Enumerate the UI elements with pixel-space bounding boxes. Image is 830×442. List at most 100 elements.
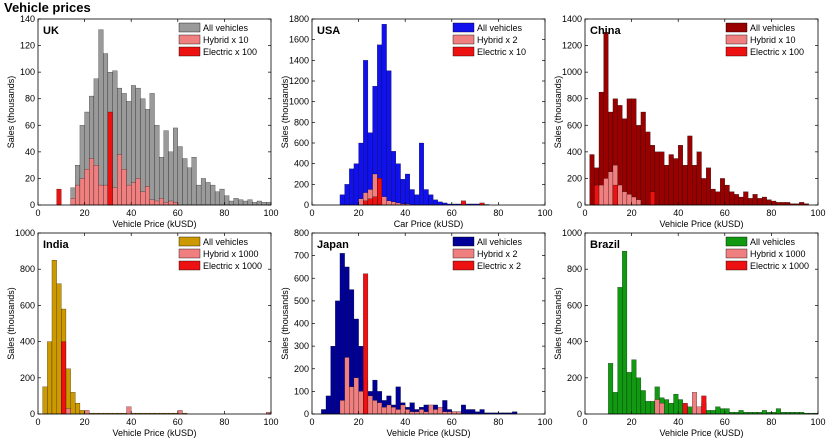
bar-all-vehicles — [720, 408, 725, 415]
bar-all-vehicles — [79, 410, 85, 415]
bar-all-vehicles — [747, 198, 753, 206]
bar-all-vehicles — [682, 165, 688, 206]
y-tick-label: 200 — [567, 173, 582, 183]
x-tick-label: 100 — [263, 208, 278, 218]
y-tick-label: 1000 — [562, 67, 582, 77]
x-tick-label: 80 — [766, 208, 776, 218]
x-tick-label: 60 — [720, 417, 730, 427]
bar-hybrid-x-10 — [131, 182, 136, 206]
y-tick-label: 40 — [25, 147, 35, 157]
legend-label: All vehicles — [477, 237, 523, 247]
bar-electric-x-100 — [650, 191, 656, 206]
x-tick-label: 100 — [537, 417, 552, 427]
bar-all-vehicles — [470, 409, 476, 415]
bar-electric-x-10 — [367, 198, 373, 206]
bar-hybrid-x-2 — [428, 404, 434, 415]
bar-all-vehicles — [182, 158, 188, 206]
bar-hybrid-x-1000 — [654, 399, 660, 415]
bar-hybrid-x-2 — [372, 400, 378, 415]
bar-hybrid-x-2 — [419, 409, 424, 415]
bar-all-vehicles — [636, 125, 642, 206]
x-tick-label: 20 — [627, 417, 637, 427]
y-tick-label: 500 — [294, 296, 309, 306]
bar-all-vehicles — [173, 127, 178, 206]
bar-all-vehicles — [42, 386, 48, 415]
bar-all-vehicles — [659, 151, 665, 206]
bar-all-vehicles — [733, 194, 739, 206]
bar-hybrid-x-10 — [117, 154, 123, 206]
y-tick-label: 600 — [294, 273, 309, 283]
bar-hybrid-x-1000 — [84, 410, 90, 415]
y-tick-label: 600 — [294, 138, 309, 148]
y-tick-label: 1800 — [289, 14, 309, 24]
bar-all-vehicles — [729, 191, 735, 206]
bar-all-vehicles — [358, 142, 364, 206]
x-tick-label: 0 — [309, 417, 314, 427]
legend-swatch — [725, 260, 748, 271]
bar-all-vehicles — [664, 399, 670, 415]
bar-all-vehicles — [205, 182, 211, 206]
y-tick-label: 1000 — [562, 228, 582, 238]
x-axis-label: Vehicle Price (kUSD) — [112, 428, 196, 438]
legend-label: Electric x 10 — [477, 47, 526, 57]
bar-hybrid-x-10 — [140, 191, 146, 206]
bar-all-vehicles — [696, 151, 702, 206]
y-tick-label: 1400 — [562, 14, 582, 24]
bar-all-vehicles — [775, 408, 781, 415]
y-tick-label: 1000 — [289, 97, 309, 107]
bar-hybrid-x-10 — [154, 200, 160, 206]
bar-all-vehicles — [692, 165, 697, 206]
x-tick-label: 40 — [400, 208, 410, 218]
bar-electric-x-10 — [372, 196, 378, 206]
legend-swatch — [452, 34, 475, 45]
legend-label: Electric x 1000 — [203, 261, 262, 271]
bar-all-vehicles — [738, 196, 744, 206]
bar-all-vehicles — [247, 199, 253, 206]
bar-all-vehicles — [196, 184, 202, 206]
bar-all-vehicles — [186, 167, 192, 206]
bar-all-vehicles — [706, 167, 711, 206]
bar-all-vehicles — [437, 201, 443, 206]
x-tick-label: 0 — [582, 208, 587, 218]
bar-all-vehicles — [200, 178, 206, 206]
bar-hybrid-x-10 — [149, 199, 155, 206]
legend-swatch — [178, 248, 201, 259]
bar-electric-x-2 — [363, 273, 369, 415]
x-tick-label: 40 — [400, 417, 410, 427]
chart-title: Brazil — [590, 239, 620, 251]
bar-all-vehicles — [664, 165, 670, 206]
x-tick-label: 40 — [126, 208, 136, 218]
legend-label: Electric x 1000 — [750, 261, 809, 271]
bar-all-vehicles — [631, 359, 637, 415]
bar-all-vehicles — [612, 392, 618, 415]
bar-all-vehicles — [701, 178, 707, 206]
y-tick-label: 700 — [294, 251, 309, 261]
legend-swatch — [178, 34, 201, 45]
bar-all-vehicles — [140, 98, 146, 206]
bar-all-vehicles — [617, 287, 623, 415]
bar-hybrid-x-10 — [626, 194, 632, 206]
bar-all-vehicles — [219, 188, 225, 206]
x-tick-label: 20 — [80, 208, 90, 218]
bar-hybrid-x-10 — [84, 169, 90, 206]
x-tick-label: 0 — [35, 208, 40, 218]
bar-hybrid-x-10 — [159, 198, 164, 206]
bar-electric-x-10 — [363, 200, 369, 206]
bar-all-vehicles — [344, 184, 350, 206]
bar-hybrid-x-10 — [70, 198, 76, 206]
bar-hybrid-x-1000 — [692, 392, 697, 415]
x-tick-label: 20 — [80, 417, 90, 427]
legend-swatch — [725, 248, 748, 259]
y-tick-label: 300 — [294, 341, 309, 351]
y-tick-label: 0 — [577, 409, 582, 419]
bar-all-vehicles — [645, 131, 651, 206]
bar-all-vehicles — [163, 130, 169, 206]
bar-all-vehicles — [47, 341, 53, 415]
bar-all-vehicles — [191, 157, 197, 206]
bar-hybrid-x-10 — [631, 196, 637, 206]
bar-hybrid-x-2 — [339, 400, 345, 415]
bar-all-vehicles — [330, 346, 336, 415]
legend-swatch — [452, 22, 475, 33]
y-tick-label: 400 — [294, 319, 309, 329]
bar-hybrid-x-10 — [636, 199, 642, 206]
